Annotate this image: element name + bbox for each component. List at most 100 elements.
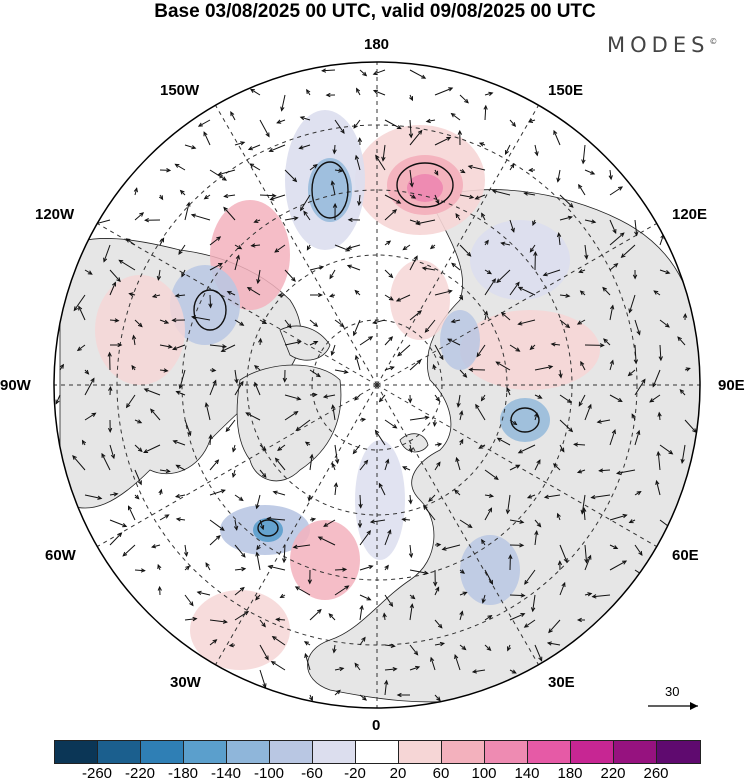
wind-vector xyxy=(234,519,238,530)
wind-vector xyxy=(609,305,614,321)
wind-vector-head xyxy=(362,71,368,77)
wind-vector-head xyxy=(611,429,616,435)
wind-vector xyxy=(353,119,361,129)
wind-vector-head xyxy=(172,346,178,351)
wind-vector xyxy=(518,444,536,454)
wind-vector xyxy=(143,444,161,453)
wind-vector-head xyxy=(332,149,337,155)
label-30w: 30W xyxy=(170,674,201,691)
wind-vector xyxy=(409,256,418,271)
wind-vector-head xyxy=(529,247,535,253)
negative-anomaly-core xyxy=(253,518,283,542)
wind-vector-head xyxy=(219,526,225,531)
wind-vector xyxy=(656,480,661,496)
wind-vector xyxy=(309,454,313,471)
wind-vector-head xyxy=(613,262,619,268)
label-120w: 120W xyxy=(35,206,75,223)
wind-vector-head xyxy=(91,412,97,417)
wind-vector xyxy=(609,560,627,571)
wind-vector xyxy=(109,282,116,296)
wind-vector xyxy=(272,636,286,646)
wind-vector xyxy=(551,343,561,346)
wind-vector xyxy=(109,519,127,527)
wind-vector-head xyxy=(357,137,363,143)
wind-vector-head xyxy=(165,468,171,474)
wind-vector xyxy=(234,544,246,558)
wind-vector xyxy=(209,459,219,471)
wind-vector xyxy=(249,163,261,171)
wind-vector-head xyxy=(117,532,123,538)
wind-vector-head xyxy=(384,564,389,570)
wind-vector-head xyxy=(486,270,493,275)
wind-vector-head xyxy=(469,194,475,199)
wind-vector-head xyxy=(603,338,608,344)
wind-vector-head xyxy=(331,462,336,468)
wind-vector-head xyxy=(90,221,97,226)
wind-vector-head xyxy=(151,293,158,298)
wind-vector-head xyxy=(239,380,244,386)
wind-vector-head xyxy=(328,293,335,298)
wind-vector xyxy=(534,144,538,156)
wind-vector-head xyxy=(382,612,387,618)
wind-vector-head xyxy=(500,241,506,246)
wind-vector xyxy=(544,494,561,498)
wind-vector-head xyxy=(164,319,170,324)
wind-vector-head xyxy=(439,355,444,361)
wind-vector xyxy=(267,518,286,521)
wind-vector xyxy=(459,194,474,198)
wind-vector-head xyxy=(321,68,327,73)
wind-vector xyxy=(582,144,586,164)
wind-vector-head xyxy=(565,323,571,329)
wind-vector xyxy=(559,294,570,297)
wind-vector-head xyxy=(385,458,390,464)
wind-vector-head xyxy=(114,318,120,323)
wind-vector-head xyxy=(178,249,183,255)
wind-vector xyxy=(347,265,361,271)
wind-vector xyxy=(334,444,339,464)
wind-vector xyxy=(384,668,397,671)
wind-vector xyxy=(484,469,499,480)
wind-vector-head xyxy=(581,159,586,165)
wind-vector-head xyxy=(128,292,134,297)
wind-vector-head xyxy=(375,154,380,160)
wind-vector xyxy=(409,666,420,671)
wind-vector-head xyxy=(455,213,460,219)
wind-vector-head xyxy=(312,164,318,169)
wind-vector-head xyxy=(481,598,486,604)
wind-vector-head xyxy=(361,636,366,642)
wind-vector-head xyxy=(455,456,460,462)
wind-vector-head xyxy=(520,593,526,598)
wind-vector-head xyxy=(299,116,305,121)
wind-vector-head xyxy=(352,449,358,455)
wind-vector xyxy=(597,419,611,423)
wind-vector xyxy=(518,286,536,296)
wind-vector xyxy=(558,233,561,246)
wind-vector xyxy=(409,360,421,371)
wind-vector-head xyxy=(316,608,322,614)
wind-vector xyxy=(159,319,169,324)
wind-vector xyxy=(559,582,566,596)
wind-vector xyxy=(559,544,568,563)
wind-vector xyxy=(126,394,136,408)
wind-vector-head xyxy=(144,217,150,223)
wind-vector xyxy=(602,287,611,296)
wind-vector-head xyxy=(627,371,633,377)
wind-vector xyxy=(152,294,161,298)
wind-vector-head xyxy=(246,286,252,292)
wind-vector xyxy=(409,169,413,187)
wind-vector-head xyxy=(256,279,261,285)
wind-vector-head xyxy=(429,244,435,250)
wind-vector xyxy=(334,585,349,596)
wind-vector-head xyxy=(435,199,440,205)
wind-vector xyxy=(409,544,412,558)
wind-vector xyxy=(459,519,472,528)
wind-vector xyxy=(584,219,596,223)
wind-vector-head xyxy=(72,455,77,460)
wind-vector-head xyxy=(97,495,103,500)
wind-vector-head xyxy=(78,305,83,311)
wind-vector-head xyxy=(158,488,163,494)
wind-vector-head xyxy=(353,123,358,129)
wind-vector-head xyxy=(220,489,226,494)
wind-vector-head xyxy=(591,594,597,599)
wind-vector xyxy=(179,369,186,389)
